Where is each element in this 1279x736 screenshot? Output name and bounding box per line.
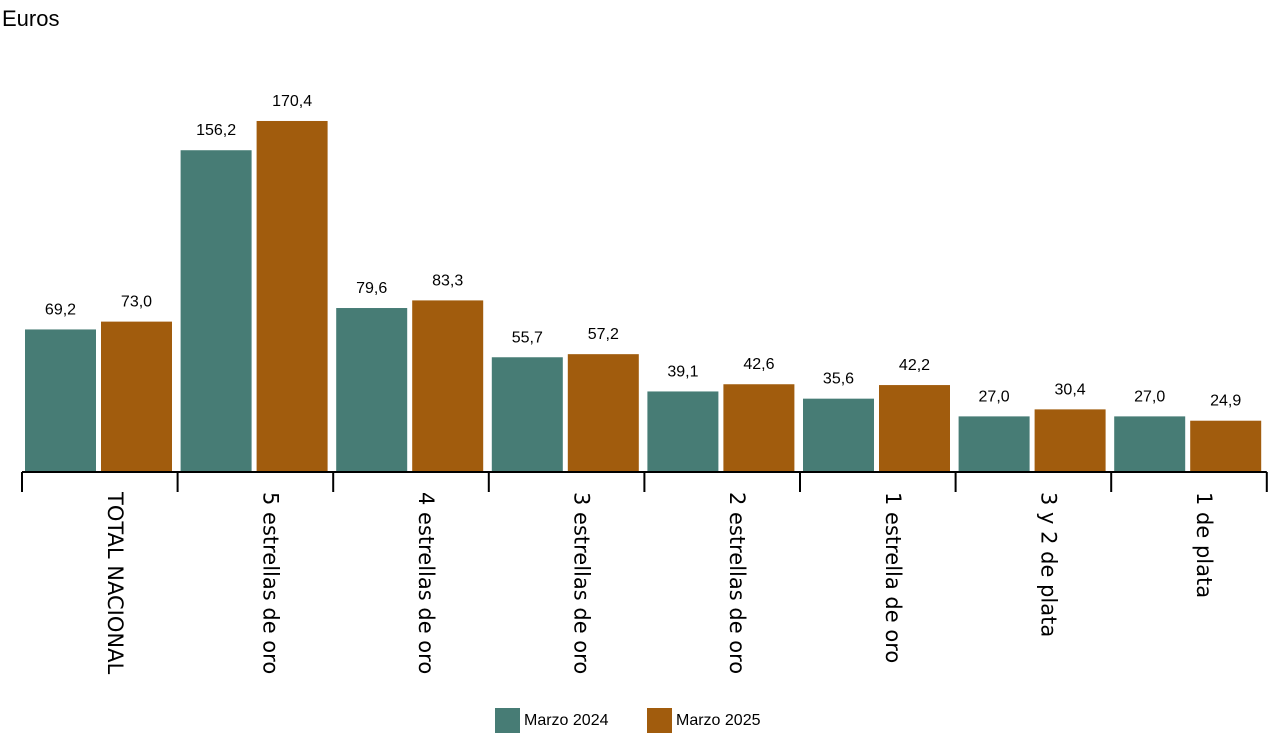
data-label-2025-0: 73,0 bbox=[121, 294, 152, 311]
data-label-2024-0: 69,2 bbox=[45, 301, 76, 318]
category-label-1: 5 estrellas de oro bbox=[258, 492, 282, 674]
data-label-2025-3: 57,2 bbox=[588, 326, 619, 343]
legend: Marzo 2024 Marzo 2025 bbox=[0, 708, 1279, 734]
bar-2024-6 bbox=[958, 416, 1030, 472]
legend-swatch-marzo-2025 bbox=[647, 708, 672, 733]
bar-chart: 69,2 73,0 TOTAL NACIONAL 156,2 170,4 5 estrel… bbox=[21, 93, 1268, 674]
legend-swatch-marzo-2024 bbox=[495, 708, 520, 733]
data-label-2025-1: 170,4 bbox=[272, 93, 312, 110]
bar-2024-4 bbox=[647, 391, 719, 472]
data-label-2025-2: 83,3 bbox=[432, 272, 463, 289]
bar-2025-1 bbox=[256, 120, 328, 472]
category-label-7: 1 de plata bbox=[1192, 492, 1216, 598]
bar-2025-3 bbox=[567, 354, 639, 472]
bar-2024-7 bbox=[1114, 416, 1186, 472]
data-label-2024-2: 79,6 bbox=[356, 280, 387, 297]
legend-label-marzo-2024: Marzo 2024 bbox=[524, 711, 609, 729]
category-label-6: 3 y 2 de plata bbox=[1036, 492, 1060, 637]
data-label-2025-4: 42,6 bbox=[743, 356, 774, 373]
category-label-2: 4 estrellas de oro bbox=[414, 492, 438, 674]
data-label-2024-6: 27,0 bbox=[979, 388, 1010, 405]
legend-label-marzo-2025: Marzo 2025 bbox=[676, 711, 761, 729]
legend-item-marzo-2024: Marzo 2024 bbox=[495, 708, 609, 733]
data-label-2024-1: 156,2 bbox=[196, 122, 236, 139]
category-label-5: 1 estrella de oro bbox=[881, 492, 905, 663]
y-axis-unit-label: Euros bbox=[2, 6, 60, 31]
bar-2024-2 bbox=[336, 308, 408, 472]
bar-2024-3 bbox=[491, 357, 563, 472]
data-label-2024-7: 27,0 bbox=[1134, 388, 1165, 405]
data-label-2024-4: 39,1 bbox=[667, 363, 698, 380]
category-label-4: 2 estrellas de oro bbox=[725, 492, 749, 674]
bar-2025-6 bbox=[1034, 409, 1106, 472]
bar-2024-5 bbox=[803, 398, 874, 472]
data-label-2024-3: 55,7 bbox=[512, 329, 543, 346]
bar-2024-1 bbox=[180, 150, 252, 472]
bar-2024-0 bbox=[25, 329, 96, 472]
category-label-0: TOTAL NACIONAL bbox=[103, 491, 127, 674]
category-label-3: 3 estrellas de oro bbox=[570, 492, 594, 674]
bar-2025-4 bbox=[723, 384, 795, 472]
bar-2025-2 bbox=[412, 300, 484, 472]
bar-2025-7 bbox=[1190, 420, 1262, 472]
bar-2025-5 bbox=[879, 385, 950, 472]
data-label-2025-6: 30,4 bbox=[1055, 381, 1086, 398]
data-label-2025-5: 42,2 bbox=[899, 357, 930, 374]
bar-2025-0 bbox=[101, 321, 172, 472]
data-label-2024-5: 35,6 bbox=[823, 371, 854, 388]
legend-item-marzo-2025: Marzo 2025 bbox=[647, 708, 761, 733]
data-label-2025-7: 24,9 bbox=[1210, 393, 1241, 410]
